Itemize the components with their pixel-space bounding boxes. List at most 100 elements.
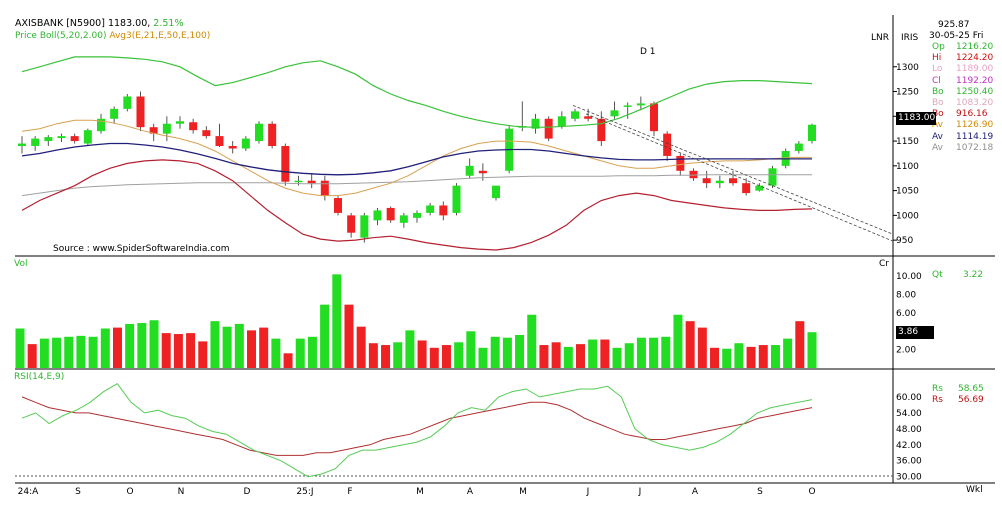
volume-bar bbox=[575, 344, 585, 368]
price-tick-label: 950 bbox=[896, 236, 913, 246]
ohlc-row: Cl 1192.20 bbox=[932, 75, 993, 87]
volume-bar bbox=[539, 345, 549, 368]
volume-bar bbox=[527, 314, 537, 368]
candle-body bbox=[452, 185, 461, 213]
ohlc-value: 1072.18 bbox=[956, 142, 994, 153]
volume-bar bbox=[27, 344, 37, 368]
candle-body bbox=[531, 118, 540, 129]
volume-bar bbox=[234, 323, 244, 368]
ohlc-key: Av bbox=[932, 120, 943, 131]
x-tick-label: A bbox=[467, 487, 474, 497]
rsi-marks bbox=[21, 383, 813, 478]
symbol-label: AXISBANK [N5900] bbox=[15, 18, 105, 29]
volume-bar bbox=[746, 346, 756, 368]
volume-bar bbox=[39, 338, 49, 368]
ohlc-key: Cl bbox=[932, 75, 941, 86]
ohlc-key: Bo bbox=[932, 98, 944, 108]
candle-body bbox=[360, 215, 369, 238]
volume-title: Vol bbox=[14, 259, 28, 269]
candle-body bbox=[413, 212, 421, 218]
price-grid bbox=[15, 15, 995, 484]
volume-bar bbox=[64, 336, 74, 368]
trendline-upper bbox=[572, 105, 894, 235]
x-tick-label: 25:J bbox=[296, 487, 313, 497]
volume-marks bbox=[15, 274, 817, 368]
candle-body bbox=[162, 123, 171, 134]
candle-body bbox=[70, 136, 79, 142]
x-tick-label: A bbox=[692, 487, 699, 497]
volume-bar bbox=[661, 336, 671, 368]
volume-bar bbox=[563, 346, 573, 368]
volume-bar bbox=[429, 347, 439, 368]
volume-bar bbox=[734, 343, 744, 368]
volume-bar bbox=[685, 321, 695, 368]
volume-bar bbox=[271, 338, 281, 368]
x-tick-label: J bbox=[638, 487, 642, 497]
volume-bar bbox=[247, 330, 257, 368]
volume-bar bbox=[600, 339, 610, 368]
ohlc-value: 1192.20 bbox=[956, 75, 994, 86]
volume-tick-label: 10.00 bbox=[896, 272, 922, 282]
marker-label: D 1 bbox=[640, 47, 656, 57]
candle-body bbox=[478, 170, 487, 174]
volume-bar bbox=[588, 339, 598, 368]
candle-body bbox=[702, 178, 711, 184]
x-tick-label: F bbox=[347, 487, 352, 497]
volume-tick-label: 2.00 bbox=[896, 346, 916, 356]
ohlc-value: 1126.90 bbox=[956, 120, 994, 131]
candle-body bbox=[650, 103, 658, 132]
candle-body bbox=[320, 180, 329, 196]
source-note: Source : www.SpiderSoftwareIndia.com bbox=[53, 244, 230, 254]
candle-body bbox=[176, 121, 184, 124]
candle-body bbox=[794, 143, 803, 151]
candle-body bbox=[465, 165, 474, 176]
candle-body bbox=[123, 96, 132, 109]
candle-body bbox=[347, 215, 356, 233]
ohlc-value: 1250.40 bbox=[956, 86, 994, 97]
volume-bar bbox=[612, 347, 622, 368]
candle-body bbox=[334, 198, 342, 213]
candle-body bbox=[386, 207, 395, 221]
rsi-line bbox=[21, 383, 813, 478]
ohlc-value: 1114.19 bbox=[956, 131, 994, 142]
candle-body bbox=[768, 168, 777, 186]
candle-body bbox=[189, 122, 198, 131]
source-tag: IRIS bbox=[901, 33, 919, 43]
rsi1-key: Rs bbox=[932, 384, 943, 394]
ohlc-key: Bo bbox=[932, 109, 944, 120]
rsi-signal-line bbox=[21, 396, 813, 456]
candle-body bbox=[492, 185, 500, 199]
x-tick-label: O bbox=[126, 487, 133, 497]
price-tick-label: 1300 bbox=[896, 63, 919, 73]
volume-bar bbox=[551, 342, 561, 368]
candle-body bbox=[544, 118, 553, 139]
candle-body bbox=[426, 205, 435, 213]
volume-bar bbox=[381, 345, 391, 368]
x-tick-label: J bbox=[586, 487, 590, 497]
candle-body bbox=[149, 127, 158, 134]
rsi-title: RSI(14,E,9) bbox=[14, 372, 65, 382]
volume-bar bbox=[624, 343, 634, 368]
candle-body bbox=[215, 136, 224, 147]
volume-bar bbox=[783, 338, 793, 368]
candle-body bbox=[399, 215, 408, 223]
volume-bar bbox=[161, 333, 171, 368]
candle-body bbox=[584, 116, 593, 119]
volume-bar bbox=[649, 337, 659, 368]
bollinger-lower-line bbox=[21, 159, 813, 251]
period-label: Wkl bbox=[966, 485, 983, 495]
volume-bar bbox=[112, 327, 122, 368]
candle-body bbox=[557, 116, 566, 127]
volume-bar bbox=[15, 328, 25, 368]
volume-bar bbox=[307, 336, 317, 368]
x-tick-label: S bbox=[757, 487, 763, 497]
candle-body bbox=[228, 146, 237, 149]
volume-bar bbox=[710, 347, 720, 368]
ohlc-row: Op 1216.20 bbox=[932, 42, 993, 53]
volume-bar bbox=[149, 320, 159, 368]
volume-bar bbox=[186, 333, 196, 368]
candle-body bbox=[610, 110, 619, 117]
candle-body bbox=[439, 205, 448, 216]
price-tick-label: 1250 bbox=[896, 88, 919, 98]
volume-bar bbox=[454, 342, 464, 368]
